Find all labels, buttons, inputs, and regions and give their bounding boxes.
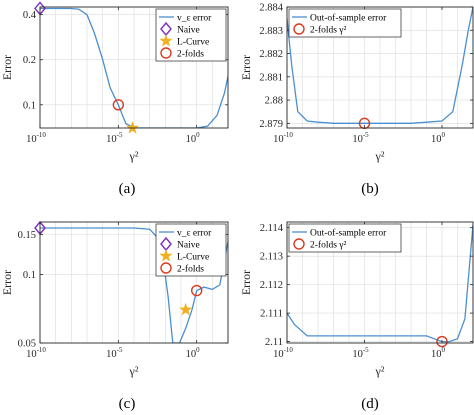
caption-b: (b) [361,181,379,197]
marker-star [179,302,193,316]
y-tick-label: 0.1 [23,100,36,111]
legend-marker-circle [293,23,305,35]
y-tick-label: 2.113 [260,252,283,263]
x-tick-label: 10-5 [106,346,123,360]
y-axis-label: Error [0,270,14,295]
marker-circle [190,284,203,297]
legend-label: L-Curve [177,252,209,262]
legend-box [155,8,227,62]
legend-marker-star [159,249,173,262]
panel-d: 10-10 10-5 100 2.11 2.111 2.112 2.113 2.114 γ² Er… [239,221,474,378]
axes-frame [39,221,229,344]
caption-d: (d) [361,396,379,412]
x-tick-label: 10-5 [106,131,123,145]
legend-box [288,223,402,253]
y-axis-label: Error [0,55,14,80]
legend-marker-circle [293,238,305,250]
x-tick-label: 10-10 [273,131,293,145]
y-tick-label: 2.884 [259,3,283,14]
caption-c: (c) [119,396,136,412]
legend-marker-circle [160,47,172,59]
legend-label: Naive [177,240,200,250]
legend-marker-star [159,34,173,47]
series-line [40,7,228,128]
x-tick-label: 100 [186,346,201,360]
x-tick-label: 100 [431,346,446,360]
legend-marker-circle [160,262,172,274]
legend-box [155,223,227,277]
plot-content [287,7,473,124]
x-tick-label: 100 [431,131,446,145]
legend-label: L-Curve [177,37,209,47]
legend-label: 2-folds γ² [310,24,346,35]
x-tick-label: 10-10 [273,346,293,360]
marker-circle [112,99,125,111]
panel-b: 10-10 10-5 100 2.879 2.88 2.881 2.882 2.883 2.88… [239,3,474,163]
y-tick-label: 2.882 [259,49,283,60]
y-axis-label: Error [239,55,253,80]
x-axis-label: γ² [129,149,139,163]
y-tick-label: 2.881 [259,72,283,83]
legend-label: v_ε error [177,13,212,23]
plot-content [40,227,228,343]
y-tick-label: 0.15 [18,230,36,241]
plot-content [287,224,473,343]
legend-label: v_ε error [177,228,212,238]
legend-label: Out-of-sample error [310,12,387,23]
y-tick-label: 2.11 [265,337,283,348]
marker-star [125,121,140,134]
legend-box [288,8,402,38]
y-tick-label: 2.88 [265,96,283,107]
y-tick-label: 0.1 [23,270,36,281]
y-tick-label: 0.2 [23,55,36,66]
x-axis-label: γ² [375,149,385,163]
x-tick-label: 10-5 [352,346,369,360]
x-tick-label: 10-10 [26,131,46,145]
panel-a: 10-10 10-5 100 0.1 0.2 0.4 γ² Error v_ε error Nai… [0,1,229,163]
series-line [287,224,473,343]
y-tick-label: 0.4 [23,10,37,21]
plot-content [40,7,228,128]
y-tick-label: 2.114 [260,223,284,234]
axes-frame [286,6,474,129]
marker-circle [436,335,448,348]
y-tick-label: 2.879 [259,119,283,130]
x-tick-label: 100 [186,131,201,145]
legend-label: 2-folds [177,48,204,59]
y-tick-label: 2.883 [259,26,283,37]
legend-label: 2-folds [177,263,204,274]
caption-a: (a) [119,181,136,197]
x-axis-label: γ² [129,364,139,378]
y-tick-label: 2.111 [260,309,283,320]
legend-label: 2-folds γ² [310,239,346,250]
x-axis-label: γ² [375,364,385,378]
legend-label: Out-of-sample error [310,227,387,238]
x-tick-label: 10-5 [352,131,369,145]
legend-label: Naive [177,25,200,35]
series-line [40,227,228,343]
y-tick-label: 0.05 [18,339,36,350]
axes-frame [39,6,229,129]
axes-frame [286,221,474,344]
y-tick-label: 2.112 [260,280,283,291]
series-line [287,7,473,124]
y-axis-label: Error [239,270,253,295]
